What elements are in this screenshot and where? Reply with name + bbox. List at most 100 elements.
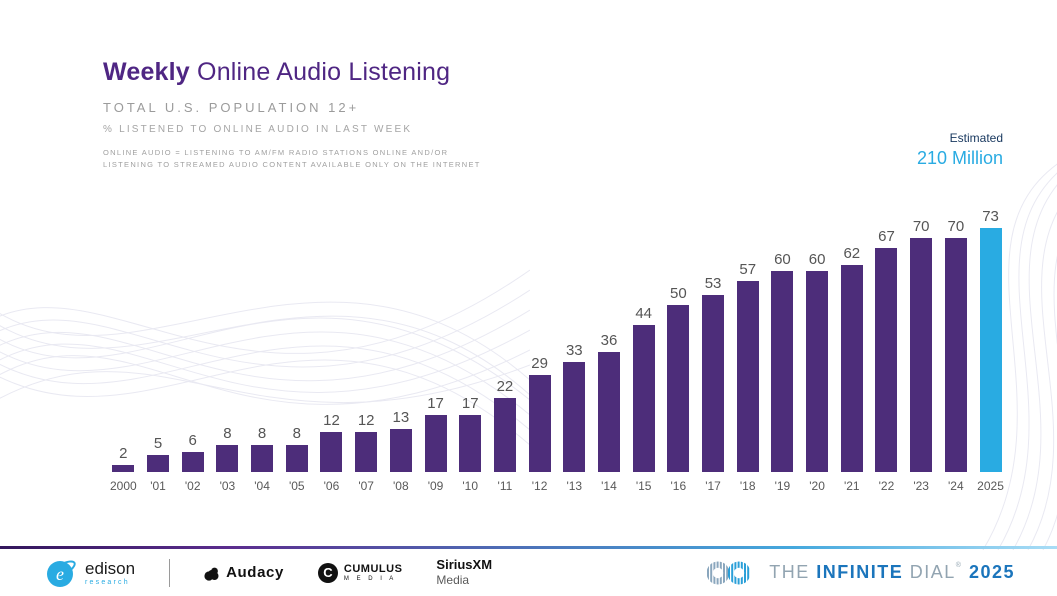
bar-value-label: 8 bbox=[257, 425, 267, 443]
bar-column: 22 '11 bbox=[488, 204, 523, 493]
infinite-dial-brand: THE INFINITE DIAL® 2025 bbox=[705, 559, 1015, 587]
bar bbox=[493, 398, 516, 472]
bar-value-label: 8 bbox=[223, 425, 232, 443]
bar-value-label: 70 bbox=[947, 218, 965, 236]
bar-column: 17 '09 bbox=[418, 204, 453, 493]
subtitle-population: TOTAL U.S. POPULATION 12+ bbox=[103, 100, 360, 115]
bar-value-label: 6 bbox=[188, 431, 197, 449]
page-title: Weekly Online Audio Listening bbox=[103, 58, 481, 87]
x-axis-label: '23 bbox=[913, 479, 929, 493]
bar bbox=[771, 271, 794, 472]
bar bbox=[667, 304, 690, 472]
bar-column: 6 '02 bbox=[175, 204, 210, 493]
page-title-rest: Online Audio Listening bbox=[189, 58, 451, 86]
bar bbox=[181, 451, 204, 472]
siriusxm-wordmark: SiriusXM bbox=[436, 557, 493, 573]
x-axis-label: '01 bbox=[150, 479, 166, 493]
siriusxm-media-logo: SiriusXM Media bbox=[436, 557, 493, 587]
definition-line-1: ONLINE AUDIO = LISTENING TO AM/FM RADIO … bbox=[103, 148, 449, 157]
bar-column: 36 '14 bbox=[592, 204, 627, 493]
bar-value-label: 73 bbox=[982, 208, 999, 225]
bar-column: 70 '24 bbox=[939, 204, 974, 493]
bar bbox=[910, 238, 933, 472]
bar bbox=[320, 431, 343, 472]
bar bbox=[632, 324, 655, 472]
bar-value-label: 60 bbox=[774, 251, 791, 269]
x-axis-label: '13 bbox=[566, 479, 583, 493]
x-axis-label: '14 bbox=[601, 479, 617, 493]
infinite-dial-dial: DIAL bbox=[909, 562, 956, 582]
bar-value-label: 36 bbox=[600, 331, 618, 349]
x-axis-label: '10 bbox=[462, 479, 479, 493]
bar-value-label: 33 bbox=[565, 341, 583, 359]
bar bbox=[597, 351, 620, 472]
audacy-icon bbox=[204, 567, 219, 581]
x-axis-label: '22 bbox=[878, 479, 895, 493]
bar-column: 53 '17 bbox=[696, 204, 731, 493]
bar bbox=[563, 361, 586, 472]
bar-column: 62 '21 bbox=[834, 204, 869, 493]
bar bbox=[251, 445, 274, 472]
bar bbox=[459, 415, 482, 472]
bar-column: 2 2000 bbox=[106, 204, 141, 493]
bar-column: 57 '18 bbox=[730, 204, 765, 493]
bar-column: 12 '07 bbox=[349, 204, 384, 493]
cumulus-media-logo: C CUMULUS M E D I A bbox=[317, 562, 403, 583]
bar bbox=[216, 445, 239, 472]
bar-value-label: 44 bbox=[635, 304, 652, 322]
estimate-annotation: Estimated 210 Million bbox=[917, 131, 1003, 169]
bar bbox=[979, 228, 1002, 472]
edison-wordmark: edison bbox=[85, 558, 136, 578]
bar-value-label: 57 bbox=[739, 261, 757, 279]
bar-column: 29 '12 bbox=[522, 204, 557, 493]
x-axis-label: '12 bbox=[531, 479, 548, 493]
bar-column: 73 2025 bbox=[973, 204, 1008, 493]
infinite-dial-logo-icon bbox=[707, 561, 750, 584]
measure-note: % LISTENED TO ONLINE AUDIO IN LAST WEEK bbox=[103, 124, 413, 135]
x-axis-label: '21 bbox=[843, 479, 860, 493]
x-axis-label: '03 bbox=[219, 479, 236, 493]
bar bbox=[528, 375, 551, 472]
bar-value-label: 22 bbox=[496, 378, 514, 396]
x-axis-label: '11 bbox=[497, 479, 513, 493]
x-axis-label: '07 bbox=[358, 479, 374, 493]
siriusxm-media-label: Media bbox=[436, 572, 470, 587]
bar-column: 44 '15 bbox=[626, 204, 661, 493]
x-axis-label: '17 bbox=[705, 479, 721, 493]
bar-column: 8 '04 bbox=[245, 204, 280, 493]
bar-value-label: 17 bbox=[461, 395, 479, 413]
cumulus-media-label: M E D I A bbox=[343, 575, 397, 582]
x-axis-label: '04 bbox=[254, 479, 270, 493]
x-axis-label: '06 bbox=[323, 479, 340, 493]
bar bbox=[285, 445, 308, 472]
bar-column: 50 '16 bbox=[661, 204, 696, 493]
header: Weekly Online Audio Listening TOTAL U.S.… bbox=[103, 58, 481, 170]
bar-column: 67 '22 bbox=[869, 204, 904, 493]
x-axis-label: '09 bbox=[427, 479, 444, 493]
x-axis-label: '24 bbox=[948, 479, 964, 493]
x-axis-label: '18 bbox=[739, 479, 756, 493]
x-axis-label: '15 bbox=[635, 479, 652, 493]
audacy-logo: Audacy bbox=[204, 564, 284, 581]
bar-value-label: 2 bbox=[119, 445, 128, 463]
sponsor-logos: e edison research Audacy C CUMULUS M E D… bbox=[44, 556, 492, 590]
bar-column: 5 '01 bbox=[141, 204, 176, 493]
bar-column: 8 '05 bbox=[279, 204, 314, 493]
bar bbox=[806, 271, 829, 472]
definition-line-2: LISTENING TO STREAMED AUDIO CONTENT AVAI… bbox=[103, 159, 481, 169]
infinite-dial-wordmark: THE INFINITE DIAL® 2025 bbox=[769, 562, 1015, 583]
cumulus-icon: C bbox=[317, 562, 338, 583]
bar-value-label: 70 bbox=[912, 218, 930, 236]
footer-logo-divider bbox=[169, 558, 171, 587]
bar-column: 70 '23 bbox=[904, 204, 939, 493]
bar-column: 12 '06 bbox=[314, 204, 349, 493]
estimate-label: Estimated bbox=[949, 131, 1003, 145]
bar bbox=[875, 248, 898, 472]
definition-footnote: ONLINE AUDIO = LISTENING TO AM/FM RADIO … bbox=[103, 147, 481, 170]
bar-value-label: 12 bbox=[357, 411, 375, 429]
bar bbox=[944, 238, 967, 472]
bar bbox=[355, 431, 378, 472]
footer-divider bbox=[0, 546, 1057, 549]
bar-value-label: 13 bbox=[392, 408, 410, 426]
bar bbox=[424, 415, 447, 472]
